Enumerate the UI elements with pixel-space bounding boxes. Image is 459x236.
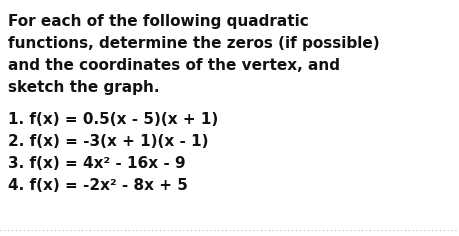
Text: sketch the graph.: sketch the graph. (8, 80, 159, 95)
Text: functions, determine the zeros (if possible): functions, determine the zeros (if possi… (8, 36, 379, 51)
Text: 1. f(x) = 0.5(x - 5)(x + 1): 1. f(x) = 0.5(x - 5)(x + 1) (8, 112, 218, 127)
Text: 4. f(x) = -2x² - 8x + 5: 4. f(x) = -2x² - 8x + 5 (8, 178, 187, 193)
Text: and the coordinates of the vertex, and: and the coordinates of the vertex, and (8, 58, 339, 73)
Text: 3. f(x) = 4x² - 16x - 9: 3. f(x) = 4x² - 16x - 9 (8, 156, 185, 171)
Text: 2. f(x) = -3(x + 1)(x - 1): 2. f(x) = -3(x + 1)(x - 1) (8, 134, 208, 149)
Text: For each of the following quadratic: For each of the following quadratic (8, 14, 308, 29)
